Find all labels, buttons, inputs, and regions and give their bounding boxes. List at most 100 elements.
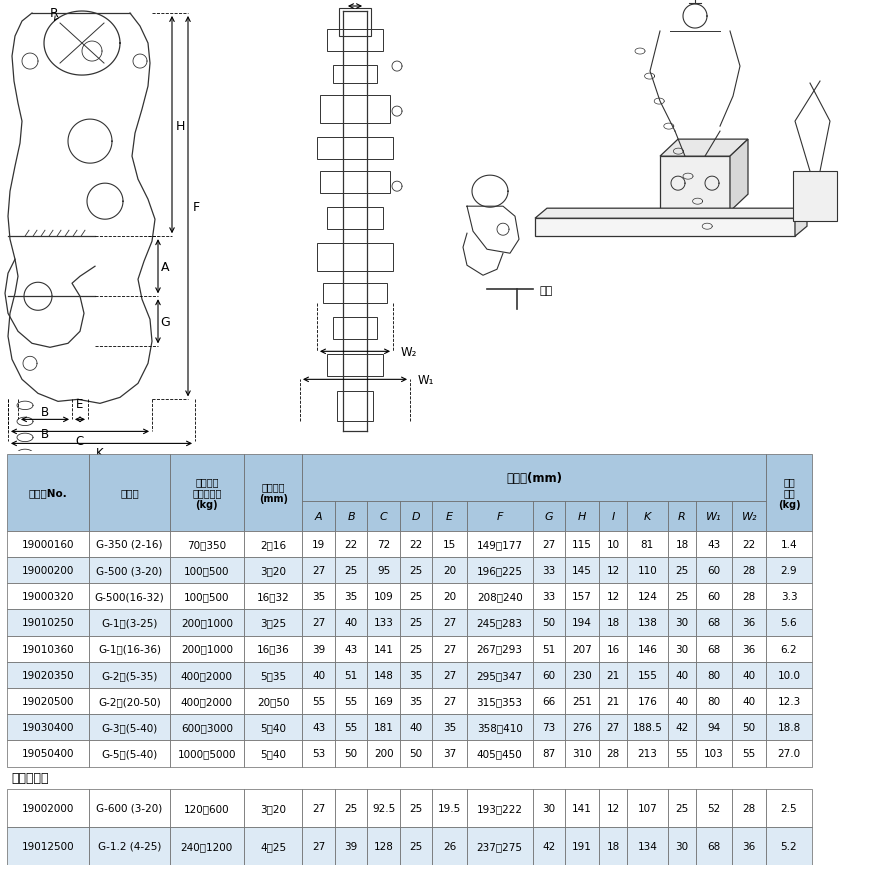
Text: 強力タイプ: 強力タイプ bbox=[11, 772, 49, 785]
Text: 20～50: 20～50 bbox=[256, 696, 289, 706]
Text: 25: 25 bbox=[409, 644, 422, 653]
Bar bbox=[565, 827, 599, 865]
Bar bbox=[432, 531, 466, 557]
Text: 39: 39 bbox=[344, 841, 357, 851]
Polygon shape bbox=[534, 209, 806, 219]
Text: 40: 40 bbox=[674, 670, 687, 680]
Bar bbox=[432, 557, 466, 583]
Text: 35: 35 bbox=[344, 592, 357, 601]
Text: A: A bbox=[161, 261, 169, 274]
Bar bbox=[339, 9, 370, 37]
Bar bbox=[534, 219, 794, 237]
Bar bbox=[7, 531, 89, 557]
Bar bbox=[367, 557, 400, 583]
Bar bbox=[302, 531, 335, 557]
Bar bbox=[667, 557, 695, 583]
Text: G-2　(5-35): G-2 (5-35) bbox=[101, 670, 157, 680]
Text: 20: 20 bbox=[442, 592, 455, 601]
Text: 27.0: 27.0 bbox=[777, 748, 799, 759]
Text: 25: 25 bbox=[409, 592, 422, 601]
Text: 87: 87 bbox=[541, 748, 554, 759]
Text: 92.5: 92.5 bbox=[372, 803, 395, 813]
Text: 148: 148 bbox=[374, 670, 393, 680]
Bar bbox=[731, 714, 766, 740]
Text: A: A bbox=[315, 512, 322, 521]
Text: 19050400: 19050400 bbox=[22, 748, 74, 759]
Text: 22: 22 bbox=[742, 540, 755, 549]
Bar bbox=[244, 583, 302, 610]
Bar bbox=[244, 714, 302, 740]
Bar bbox=[695, 827, 731, 865]
Text: 使用荷重
最小～最大
(kg): 使用荷重 最小～最大 (kg) bbox=[192, 476, 222, 509]
Bar bbox=[432, 688, 466, 714]
Text: 141: 141 bbox=[374, 644, 393, 653]
Bar bbox=[532, 531, 565, 557]
Bar bbox=[327, 208, 382, 230]
Bar bbox=[400, 789, 432, 827]
Text: 40: 40 bbox=[742, 696, 755, 706]
Bar bbox=[7, 662, 89, 688]
Bar bbox=[7, 789, 89, 827]
Bar bbox=[169, 740, 244, 766]
Bar bbox=[731, 501, 766, 531]
Bar bbox=[766, 827, 811, 865]
Bar bbox=[335, 662, 367, 688]
Bar bbox=[89, 688, 169, 714]
Bar bbox=[626, 662, 667, 688]
Text: 19.5: 19.5 bbox=[437, 803, 461, 813]
Text: 145: 145 bbox=[572, 566, 592, 575]
Bar bbox=[565, 714, 599, 740]
Text: 27: 27 bbox=[312, 566, 325, 575]
Text: 68: 68 bbox=[706, 644, 720, 653]
Text: 22: 22 bbox=[344, 540, 357, 549]
Text: 22: 22 bbox=[409, 540, 422, 549]
Text: 16～36: 16～36 bbox=[256, 644, 289, 653]
Bar bbox=[565, 557, 599, 583]
Bar bbox=[302, 827, 335, 865]
Bar bbox=[302, 636, 335, 662]
Bar bbox=[626, 714, 667, 740]
Bar bbox=[367, 636, 400, 662]
Bar bbox=[599, 531, 626, 557]
Text: 251: 251 bbox=[572, 696, 592, 706]
Bar bbox=[532, 688, 565, 714]
Bar bbox=[532, 636, 565, 662]
Text: B: B bbox=[347, 512, 355, 521]
Bar bbox=[532, 557, 565, 583]
Bar bbox=[766, 636, 811, 662]
Bar bbox=[335, 789, 367, 827]
Text: 155: 155 bbox=[637, 670, 656, 680]
Bar bbox=[169, 688, 244, 714]
Text: 50: 50 bbox=[344, 748, 357, 759]
Bar bbox=[466, 636, 532, 662]
Bar bbox=[766, 454, 811, 531]
Bar bbox=[335, 636, 367, 662]
Bar bbox=[400, 827, 432, 865]
Bar bbox=[400, 583, 432, 610]
Text: 5～40: 5～40 bbox=[260, 748, 286, 759]
Text: 40: 40 bbox=[674, 696, 687, 706]
Text: C: C bbox=[380, 512, 387, 521]
Text: 43: 43 bbox=[344, 644, 357, 653]
Text: K: K bbox=[643, 512, 650, 521]
Text: 5.6: 5.6 bbox=[779, 618, 796, 627]
Text: 42: 42 bbox=[541, 841, 554, 851]
Text: 19010250: 19010250 bbox=[22, 618, 74, 627]
Bar bbox=[731, 789, 766, 827]
Text: 27: 27 bbox=[442, 618, 455, 627]
Text: 81: 81 bbox=[640, 540, 653, 549]
Bar bbox=[7, 610, 89, 636]
Text: 33: 33 bbox=[541, 566, 554, 575]
Text: 124: 124 bbox=[637, 592, 656, 601]
Text: 133: 133 bbox=[374, 618, 393, 627]
Text: 36: 36 bbox=[742, 618, 755, 627]
Bar bbox=[626, 636, 667, 662]
Text: 42: 42 bbox=[674, 722, 687, 733]
Bar bbox=[626, 688, 667, 714]
Text: 2～16: 2～16 bbox=[260, 540, 286, 549]
Text: E: E bbox=[446, 512, 453, 521]
Text: 35: 35 bbox=[312, 592, 325, 601]
Bar bbox=[89, 827, 169, 865]
Bar bbox=[302, 789, 335, 827]
Bar bbox=[660, 157, 729, 212]
